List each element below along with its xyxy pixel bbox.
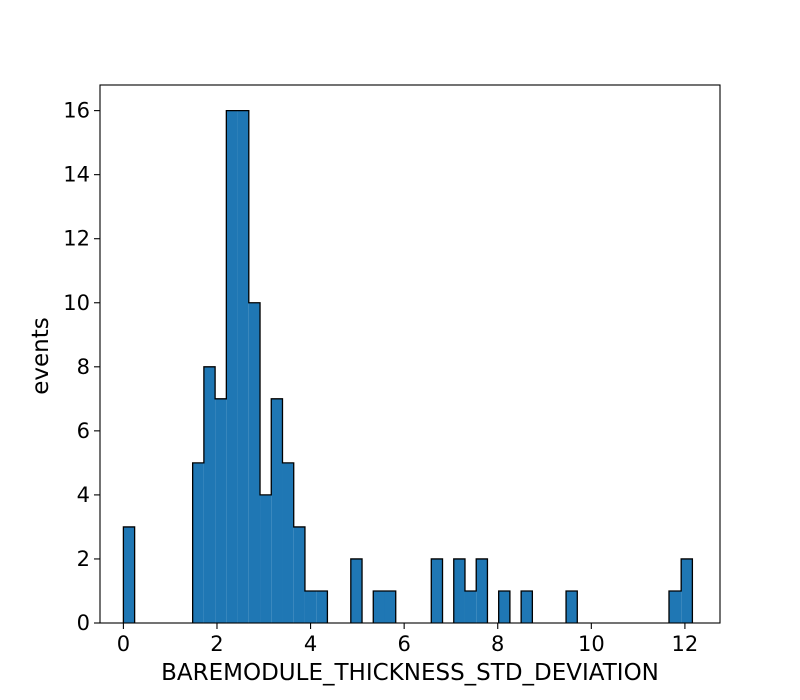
histogram-bar: [248, 302, 261, 623]
x-tick-label: 2: [210, 632, 223, 656]
histogram-bar: [316, 590, 328, 623]
y-tick-label: 8: [77, 355, 90, 379]
histogram-bar: [215, 398, 227, 623]
x-axis-ticks: 0 2 4 6 8 10 12: [117, 623, 699, 656]
histogram-bar: [304, 590, 317, 623]
y-tick-label: 16: [63, 99, 90, 123]
histogram-step-outline: [122, 109, 694, 623]
histogram-bar: [271, 398, 283, 623]
histogram-bar: [464, 590, 477, 623]
histogram-bar: [293, 526, 305, 623]
histogram-bar: [192, 462, 204, 623]
histogram-bar: [384, 590, 396, 623]
y-tick-label: 6: [77, 419, 90, 443]
histogram-bar: [350, 558, 363, 623]
histogram-outline: [122, 109, 694, 623]
y-tick-label: 14: [63, 163, 90, 187]
y-axis-label: events: [28, 317, 54, 395]
histogram-bar: [566, 590, 578, 623]
histogram-bar: [237, 110, 249, 624]
plot-frame: [99, 84, 721, 624]
y-tick-label: 0: [77, 611, 90, 635]
histogram-bar: [521, 590, 533, 623]
x-tick-label: 10: [578, 632, 605, 656]
histogram-bar: [373, 590, 385, 623]
y-axis-ticks: 0 2 4 6 8 10 12 14 16: [63, 99, 100, 635]
y-tick-label: 2: [77, 547, 90, 571]
x-axis-label: BAREMODULE_THICKNESS_STD_DEVIATION: [161, 660, 659, 686]
histogram-bar: [282, 462, 294, 623]
histogram-bar: [498, 590, 510, 623]
x-tick-label: 6: [397, 632, 410, 656]
x-tick-label: 12: [672, 632, 699, 656]
y-tick-label: 10: [63, 291, 90, 315]
histogram-bar: [123, 526, 135, 623]
y-tick-label: 12: [63, 227, 90, 251]
histogram-bar: [668, 590, 682, 623]
y-tick-label: 4: [77, 483, 90, 507]
histogram-bar: [260, 494, 272, 623]
histogram-bar: [226, 110, 238, 624]
histogram-bar: [476, 558, 488, 623]
histogram-bar: [203, 366, 216, 623]
x-tick-label: 0: [117, 632, 130, 656]
histogram-bar: [431, 558, 443, 623]
x-tick-label: 4: [304, 632, 317, 656]
histogram-bars: [123, 110, 693, 624]
histogram-bar: [453, 558, 465, 623]
histogram-bar: [681, 558, 693, 623]
x-tick-label: 8: [491, 632, 504, 656]
